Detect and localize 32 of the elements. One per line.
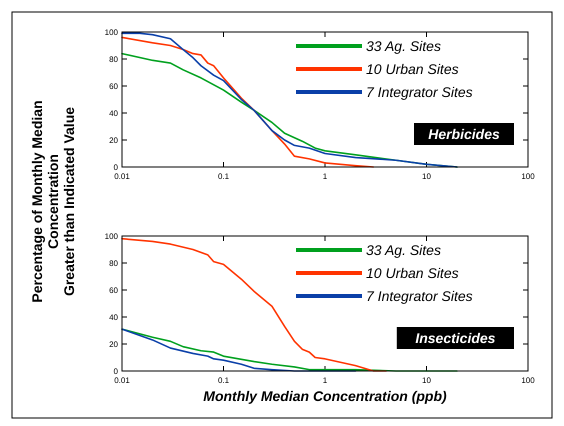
legend-label: 33 Ag. Sites bbox=[366, 242, 441, 258]
y-axis-title: Percentage of Monthly Median Concentration Greater than Indicated Value bbox=[29, 100, 77, 303]
x-tick-label: 0.1 bbox=[218, 376, 230, 385]
y-tick-label: 100 bbox=[104, 232, 119, 241]
x-tick-label: 100 bbox=[521, 172, 536, 181]
y-tick-label: 40 bbox=[109, 313, 119, 322]
y-tick-label: 60 bbox=[109, 286, 119, 295]
y-tick-label: 80 bbox=[109, 55, 119, 64]
legend-label: 10 Urban Sites bbox=[366, 265, 459, 281]
x-axis-title: Monthly Median Concentration (ppb) bbox=[203, 388, 448, 404]
y-tick-label: 0 bbox=[114, 163, 119, 172]
x-tick-label: 1 bbox=[322, 376, 328, 385]
y-tick-label: 20 bbox=[109, 340, 119, 349]
x-tick-label: 0.01 bbox=[114, 376, 130, 385]
x-tick-label: 10 bbox=[422, 376, 432, 385]
legend-label: 7 Integrator Sites bbox=[366, 84, 473, 100]
y-tick-label: 100 bbox=[104, 28, 119, 37]
y-tick-label: 80 bbox=[109, 259, 119, 268]
x-tick-label: 0.01 bbox=[114, 172, 130, 181]
y-tick-label: 60 bbox=[109, 82, 119, 91]
legend-label: 33 Ag. Sites bbox=[366, 38, 441, 54]
y-tick-label: 0 bbox=[114, 367, 119, 376]
annotation: Insecticides bbox=[415, 330, 496, 346]
legend-label: 7 Integrator Sites bbox=[366, 288, 473, 304]
x-tick-label: 100 bbox=[521, 376, 536, 385]
x-tick-label: 10 bbox=[422, 172, 432, 181]
legend-label: 10 Urban Sites bbox=[366, 61, 459, 77]
y-tick-label: 40 bbox=[109, 109, 119, 118]
annotation: Herbicides bbox=[428, 126, 500, 142]
x-tick-label: 1 bbox=[322, 172, 328, 181]
x-tick-label: 0.1 bbox=[218, 172, 230, 181]
y-tick-label: 20 bbox=[109, 136, 119, 145]
